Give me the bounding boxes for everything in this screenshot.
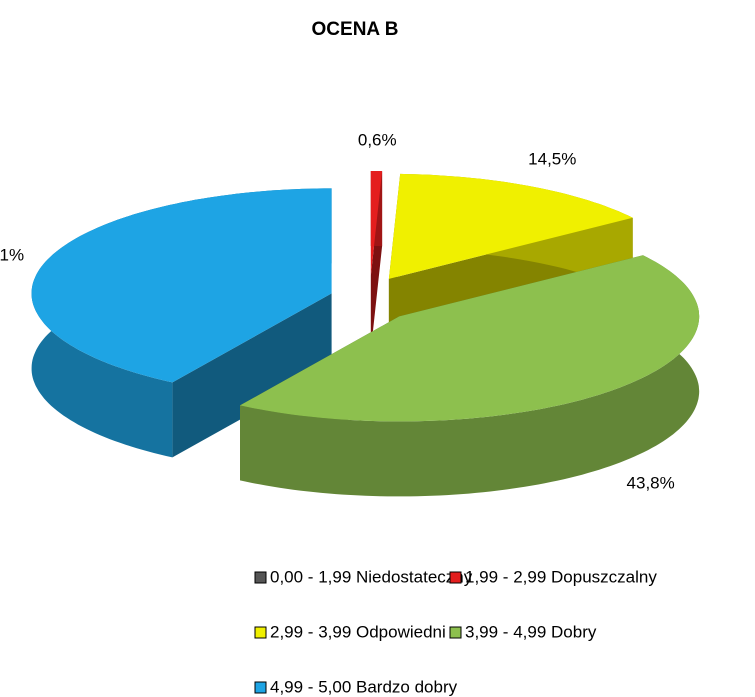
pie-slice — [240, 255, 700, 497]
data-label: 0,6% — [358, 131, 397, 150]
legend-label: 3,99 - 4,99 Dobry — [465, 622, 597, 641]
slice-top — [240, 255, 700, 422]
slice-top — [31, 188, 332, 383]
slice-top — [388, 173, 633, 279]
legend-swatch — [254, 681, 267, 694]
pie-slice — [31, 188, 332, 458]
legend-swatch — [254, 571, 267, 584]
legend-swatch — [449, 571, 462, 584]
legend-swatch — [254, 626, 267, 639]
data-label: 43,8% — [627, 473, 675, 492]
slice-wall — [172, 293, 332, 458]
chart-title: OCENA B — [312, 19, 399, 40]
legend-label: 0,00 - 1,99 Niedostateczny — [270, 567, 473, 586]
legend-label: 4,99 - 5,00 Bardzo dobry — [270, 677, 458, 696]
slice-top — [370, 171, 383, 276]
pie-slice — [370, 171, 383, 351]
legend-label: 1,99 - 2,99 Dopuszczalny — [465, 567, 657, 586]
slice-side — [240, 255, 700, 497]
legend-label: 2,99 - 3,99 Odpowiedni — [270, 622, 446, 641]
data-label: 41,1% — [0, 246, 24, 265]
data-label: 14,5% — [528, 149, 576, 168]
legend-swatch — [449, 626, 462, 639]
